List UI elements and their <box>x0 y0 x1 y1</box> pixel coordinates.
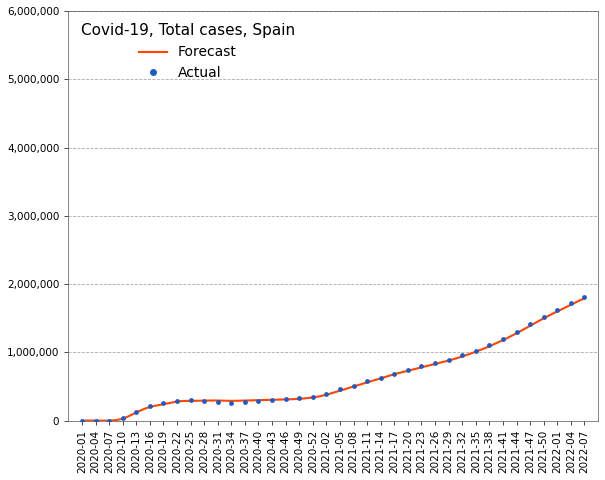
Point <box>444 356 454 363</box>
Point <box>376 374 385 382</box>
Point <box>104 417 114 424</box>
Point <box>539 313 549 321</box>
Point <box>512 328 522 336</box>
Point <box>430 359 440 367</box>
Point <box>91 417 100 424</box>
Point <box>295 395 304 402</box>
Legend: Forecast, Actual: Forecast, Actual <box>75 18 301 86</box>
Point <box>240 398 250 406</box>
Point <box>118 414 128 422</box>
Point <box>226 399 236 407</box>
Point <box>322 390 332 397</box>
Point <box>199 397 209 405</box>
Point <box>390 370 399 377</box>
Point <box>485 341 494 349</box>
Point <box>362 378 372 385</box>
Point <box>172 397 182 405</box>
Point <box>281 396 290 403</box>
Point <box>348 382 358 390</box>
Point <box>525 321 535 328</box>
Point <box>335 385 345 393</box>
Point <box>186 396 195 404</box>
Point <box>145 402 155 410</box>
Point <box>403 366 413 373</box>
Point <box>77 417 87 424</box>
Point <box>471 347 480 355</box>
Point <box>417 362 427 370</box>
Point <box>498 335 508 343</box>
Point <box>580 293 589 301</box>
Point <box>566 300 576 307</box>
Point <box>213 398 223 406</box>
Point <box>552 306 562 314</box>
Point <box>267 396 277 404</box>
Point <box>308 393 318 401</box>
Point <box>457 351 467 359</box>
Point <box>131 408 141 416</box>
Point <box>253 396 263 404</box>
Point <box>159 399 168 407</box>
